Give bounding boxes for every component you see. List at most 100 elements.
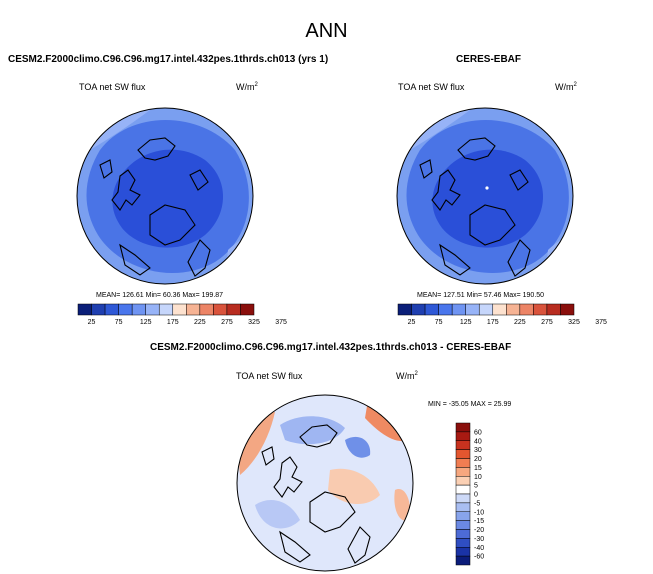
colorbar-swatch (465, 303, 480, 316)
colorbar-swatch (411, 303, 426, 316)
colorbar-tick-label: 325 (248, 319, 260, 326)
colorbar-swatch (455, 547, 471, 557)
panel-2-map (397, 108, 573, 284)
colorbar-swatch (455, 422, 471, 433)
colorbar-swatch (560, 303, 575, 316)
colorbar-tick-label: 20 (474, 456, 482, 463)
colorbar-tick-label: -30 (474, 536, 484, 543)
colorbar-swatch (104, 303, 119, 316)
colorbar-tick-label: 25 (88, 319, 96, 326)
colorbar-swatch (91, 303, 106, 316)
colorbar-tick-label: 225 (514, 319, 526, 326)
colorbar-swatch (546, 303, 561, 316)
panel-2-title: CERES-EBAF (456, 54, 522, 65)
diff-field-cool-1 (280, 416, 345, 445)
panel-2-pole-marker (485, 186, 489, 190)
colorbar-swatch (455, 502, 471, 512)
colorbar-swatch (199, 303, 214, 316)
colorbar-swatch (455, 440, 471, 450)
colorbar-swatch (397, 303, 412, 316)
colorbar-swatch (186, 303, 201, 316)
panel-2-colorbar: 25 75 125 175 225 275 325 375 (397, 303, 607, 326)
colorbar-tick-label: 40 (474, 438, 482, 445)
diff-colorbar: 60 40 30 20 15 10 5 0-5 -10 -15 -20 -30 -40 -60 (455, 422, 484, 566)
colorbar-swatch (455, 538, 471, 548)
diff-panel-stats: MIN = -35.05 MAX = 25.99 (428, 401, 512, 408)
colorbar-swatch (455, 467, 471, 477)
diff-panel-units: W/m2 (396, 371, 418, 381)
panel-1-stats: MEAN= 126.61 Min= 60.36 Max= 199.87 (96, 292, 224, 299)
diff-field-cool-3 (255, 500, 300, 529)
colorbar-swatch (455, 484, 471, 495)
diff-map (237, 395, 413, 571)
colorbar-swatch (172, 303, 187, 316)
colorbar-tick-label: 125 (460, 319, 472, 326)
panel-1-colorbar: 25 75 125 175 225 275 325 375 (77, 303, 287, 326)
colorbar-tick-label: 25 (408, 319, 416, 326)
colorbar-swatch (226, 303, 241, 316)
colorbar-tick-label: -10 (474, 509, 484, 516)
colorbar-tick-label: 60 (474, 429, 482, 436)
colorbar-swatch (451, 303, 466, 316)
colorbar-swatch (213, 303, 228, 316)
colorbar-tick-label: -20 (474, 527, 484, 534)
colorbar-tick-label: 175 (487, 319, 499, 326)
diff-field-warm-4 (394, 489, 411, 521)
colorbar-tick-label: 375 (275, 319, 287, 326)
diff-field-cool-2 (345, 436, 371, 458)
colorbar-tick-label: 10 (474, 474, 482, 481)
colorbar-tick-label: 5 (474, 483, 478, 490)
colorbar-swatch (158, 303, 174, 316)
colorbar-tick-label: 15 (474, 465, 482, 472)
colorbar-swatch (506, 303, 521, 316)
panel-2-units: W/m2 (555, 82, 577, 92)
panel-1-coastlines (99, 137, 211, 277)
colorbar-swatch (455, 520, 471, 530)
diff-map-border (236, 394, 414, 572)
panel-1-units: W/m2 (236, 82, 258, 92)
colorbar-tick-label: -15 (474, 518, 484, 525)
colorbar-tick-label: -5 (474, 500, 480, 507)
colorbar-tick-label: 75 (435, 319, 443, 326)
colorbar-tick-label: 125 (140, 319, 152, 326)
colorbar-tick-label: 30 (474, 447, 482, 454)
colorbar-tick-label: -60 (474, 554, 484, 561)
panel-2-coastlines (419, 137, 531, 277)
diff-coastlines (261, 424, 371, 564)
colorbar-tick-label: -40 (474, 545, 484, 552)
colorbar-tick-label: 325 (568, 319, 580, 326)
colorbar-tick-label: 75 (115, 319, 123, 326)
colorbar-swatch (77, 303, 92, 316)
panel-1-field-dark (112, 149, 224, 248)
colorbar-swatch (519, 303, 534, 316)
panel-1-title: CESM2.F2000climo.C96.C96.mg17.intel.432p… (8, 54, 329, 65)
colorbar-swatch (455, 476, 471, 486)
colorbar-swatch (492, 303, 507, 316)
diff-panel-variable: TOA net SW flux (236, 371, 303, 381)
colorbar-tick-label: 275 (541, 319, 553, 326)
colorbar-swatch (131, 303, 146, 316)
colorbar-swatch (455, 529, 471, 539)
colorbar-swatch (424, 303, 439, 316)
panel-1-map (77, 108, 253, 284)
colorbar-tick-label: 0 (474, 492, 478, 499)
diff-panel-title: CESM2.F2000climo.C96.C96.mg17.intel.432p… (150, 342, 512, 353)
panel-1-variable: TOA net SW flux (79, 82, 146, 92)
colorbar-swatch (455, 449, 471, 459)
colorbar-swatch (455, 555, 471, 566)
colorbar-swatch (438, 303, 453, 316)
panel-1-map-border (76, 107, 254, 285)
colorbar-swatch (533, 303, 548, 316)
colorbar-tick-label: 275 (221, 319, 233, 326)
colorbar-swatch (145, 303, 160, 316)
figure-title: ANN (305, 20, 348, 42)
colorbar-swatch (240, 303, 255, 316)
colorbar-swatch (118, 303, 133, 316)
panel-2-variable: TOA net SW flux (398, 82, 465, 92)
panel-2-field-dark (432, 149, 544, 248)
panel-2-stats: MEAN= 127.51 Min= 57.46 Max= 190.50 (417, 292, 545, 299)
panel-2-map-border (396, 107, 574, 285)
colorbar-swatch (455, 493, 471, 504)
colorbar-tick-label: 225 (194, 319, 206, 326)
